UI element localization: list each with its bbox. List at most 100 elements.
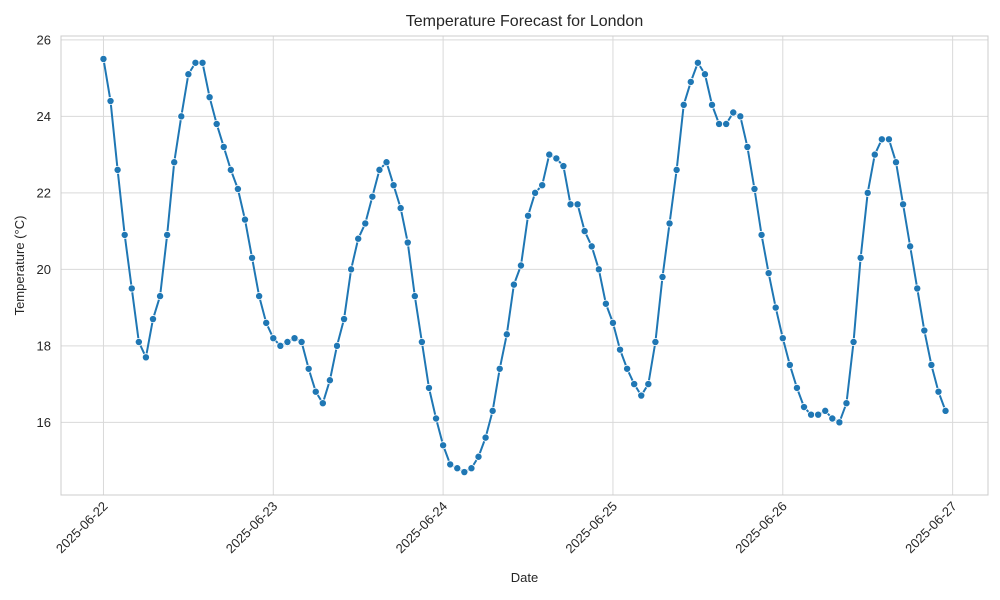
data-point bbox=[255, 292, 264, 301]
data-point bbox=[686, 77, 695, 86]
data-point bbox=[679, 100, 688, 109]
x-axis-ticks: 2025-06-22 2025-06-23 2025-06-24 2025-06-25… bbox=[53, 499, 960, 557]
data-point bbox=[715, 119, 724, 128]
data-point bbox=[934, 387, 943, 396]
data-point bbox=[552, 154, 561, 163]
chart-title: Temperature Forecast for London bbox=[406, 13, 643, 30]
data-point bbox=[382, 158, 391, 167]
data-point bbox=[623, 364, 632, 373]
x-tick-label: 2025-06-23 bbox=[223, 499, 281, 557]
data-point bbox=[120, 230, 129, 239]
data-point bbox=[672, 165, 681, 174]
data-point bbox=[156, 292, 165, 301]
data-point bbox=[212, 119, 221, 128]
data-point bbox=[644, 380, 653, 389]
y-tick-label: 18 bbox=[37, 338, 51, 353]
data-point bbox=[828, 414, 837, 423]
data-point bbox=[240, 215, 249, 224]
y-tick-label: 26 bbox=[37, 32, 51, 47]
data-point bbox=[488, 406, 497, 415]
data-point bbox=[389, 181, 398, 190]
y-tick-label: 20 bbox=[37, 262, 51, 277]
data-point bbox=[439, 441, 448, 450]
data-point bbox=[616, 345, 625, 354]
data-point bbox=[842, 399, 851, 408]
data-point bbox=[700, 70, 709, 79]
y-tick-label: 24 bbox=[37, 109, 51, 124]
data-point bbox=[637, 391, 646, 400]
data-point bbox=[920, 326, 929, 335]
data-point bbox=[580, 227, 589, 236]
data-point bbox=[467, 464, 476, 473]
x-tick-label: 2025-06-26 bbox=[732, 499, 790, 557]
data-point bbox=[191, 58, 200, 67]
data-point bbox=[269, 334, 278, 343]
data-point bbox=[524, 211, 533, 220]
data-point bbox=[177, 112, 186, 121]
data-point bbox=[771, 303, 780, 312]
data-point bbox=[693, 58, 702, 67]
data-point bbox=[290, 334, 299, 343]
data-point bbox=[884, 135, 893, 144]
data-point bbox=[509, 280, 518, 289]
data-point bbox=[170, 158, 179, 167]
data-point bbox=[807, 410, 816, 419]
data-point bbox=[347, 265, 356, 274]
data-point bbox=[226, 165, 235, 174]
data-point bbox=[453, 464, 462, 473]
data-point bbox=[446, 460, 455, 469]
data-point bbox=[354, 234, 363, 243]
data-point bbox=[764, 269, 773, 278]
data-point bbox=[516, 261, 525, 270]
data-point bbox=[332, 341, 341, 350]
data-point bbox=[594, 265, 603, 274]
data-point bbox=[276, 341, 285, 350]
data-point bbox=[113, 165, 122, 174]
data-point bbox=[375, 165, 384, 174]
data-point bbox=[573, 200, 582, 209]
data-point bbox=[127, 284, 136, 293]
data-point bbox=[821, 406, 830, 415]
data-point bbox=[559, 162, 568, 171]
data-point bbox=[304, 364, 313, 373]
y-tick-label: 16 bbox=[37, 415, 51, 430]
data-point bbox=[941, 406, 950, 415]
data-point bbox=[248, 253, 257, 262]
data-point bbox=[417, 337, 426, 346]
data-point bbox=[474, 452, 483, 461]
data-point bbox=[233, 184, 242, 193]
data-point bbox=[134, 337, 143, 346]
data-point bbox=[608, 318, 617, 327]
data-point bbox=[750, 184, 759, 193]
data-point bbox=[424, 383, 433, 392]
data-point bbox=[785, 360, 794, 369]
data-point bbox=[410, 292, 419, 301]
data-point bbox=[849, 337, 858, 346]
data-point bbox=[184, 70, 193, 79]
series-layer bbox=[99, 54, 950, 477]
data-point bbox=[325, 376, 334, 385]
data-point bbox=[460, 468, 469, 477]
data-point bbox=[297, 337, 306, 346]
data-point bbox=[502, 330, 511, 339]
data-point bbox=[778, 334, 787, 343]
data-point bbox=[531, 188, 540, 197]
data-point bbox=[892, 158, 901, 167]
data-point bbox=[141, 353, 150, 362]
data-point bbox=[219, 142, 228, 151]
data-point bbox=[205, 93, 214, 102]
data-point bbox=[800, 403, 809, 412]
y-axis-ticks: 16 18 20 22 24 26 bbox=[37, 32, 51, 430]
data-point bbox=[545, 150, 554, 159]
data-point bbox=[630, 380, 639, 389]
data-point bbox=[722, 119, 731, 128]
data-point bbox=[396, 204, 405, 213]
data-point bbox=[587, 242, 596, 251]
data-point bbox=[495, 364, 504, 373]
data-point bbox=[340, 315, 349, 324]
data-point bbox=[432, 414, 441, 423]
data-point bbox=[403, 238, 412, 247]
data-point bbox=[743, 142, 752, 151]
data-point bbox=[99, 54, 108, 63]
